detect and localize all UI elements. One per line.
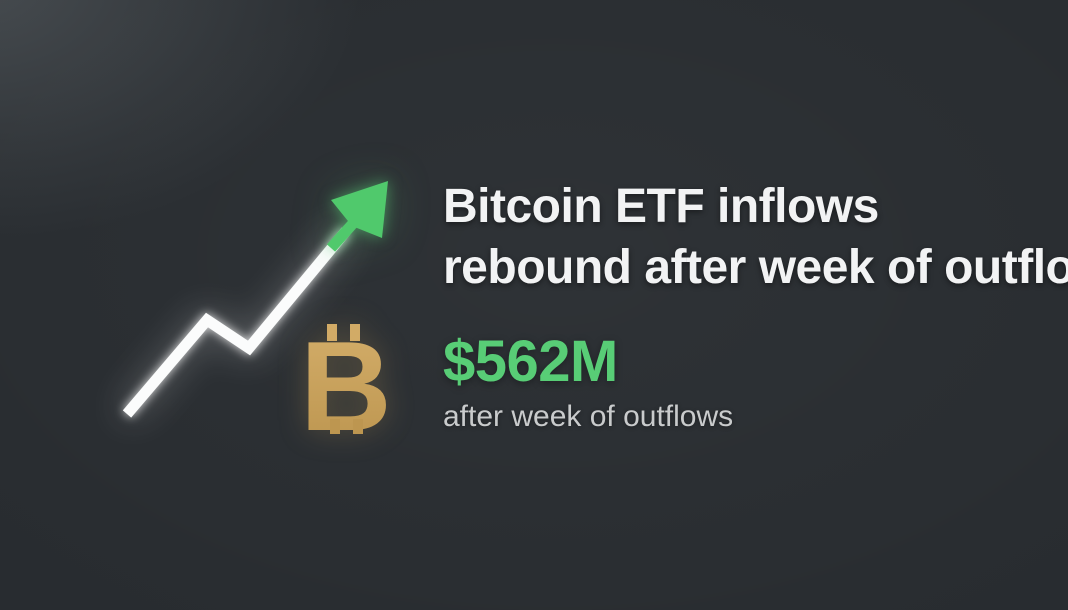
headline-line2: rebound after week of outflows [443,241,1068,294]
svg-text:B: B [300,315,392,457]
text-content: Bitcoin ETF inflows rebound after week o… [443,176,1068,435]
headline-line1: Bitcoin ETF inflows [443,180,879,233]
stat-value: $562M [443,329,618,394]
trend-line-icon [122,227,351,418]
up-arrow-icon [326,181,388,252]
headline: Bitcoin ETF inflows rebound after week o… [443,176,1068,298]
bitcoin-icon: B [300,315,392,457]
stat-caption: after week of outflows [443,400,734,433]
